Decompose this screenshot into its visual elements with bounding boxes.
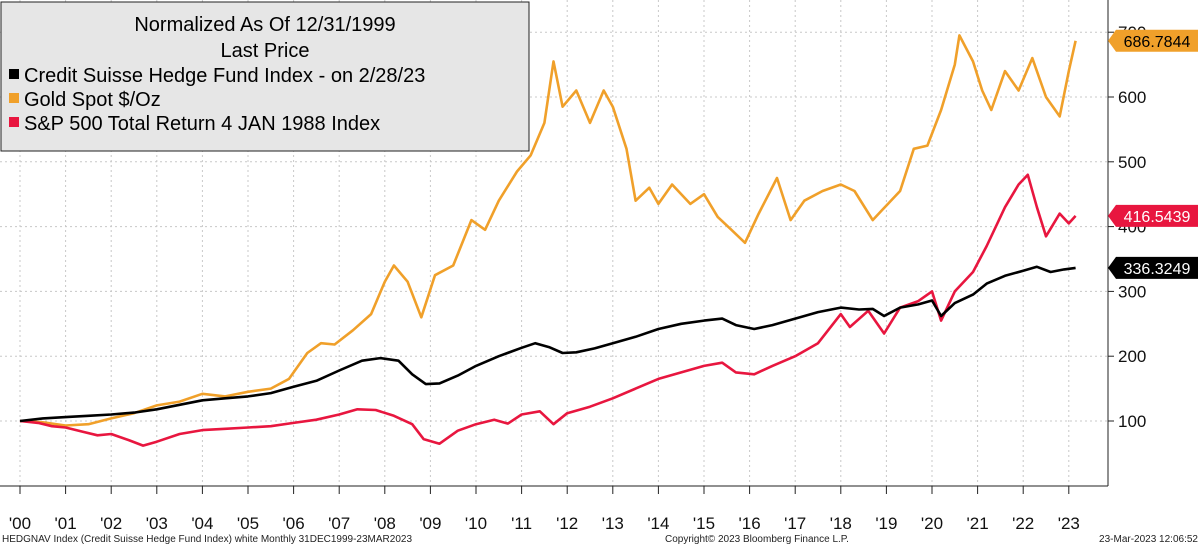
- footer-timestamp: 23-Mar-2023 12:06:52: [1099, 534, 1198, 545]
- x-tick-label: '17: [784, 514, 806, 533]
- last-value-tag-bg: [1108, 29, 1198, 52]
- legend-entries: Credit Suisse Hedge Fund Index - on 2/28…: [9, 65, 425, 135]
- legend-entry-label: Credit Suisse Hedge Fund Index - on 2/28…: [24, 65, 425, 87]
- legend-box: [0, 1, 530, 152]
- x-tick-label: '12: [556, 514, 578, 533]
- x-tick-label: '19: [875, 514, 897, 533]
- y-tick-label: 500: [1118, 153, 1146, 172]
- legend-subtitle: Last Price: [221, 40, 310, 62]
- series-line-1: [19, 34, 1077, 427]
- x-tick-label: '10: [465, 514, 487, 533]
- x-tick-label: '01: [55, 514, 77, 533]
- footer-source: HEDGNAV Index (Credit Suisse Hedge Fund …: [2, 534, 412, 545]
- series-line-0: [19, 265, 1076, 423]
- y-axis-ticks: 100200300400500600700: [1108, 23, 1146, 431]
- x-tick-label: '02: [100, 514, 122, 533]
- x-tick-label: '04: [191, 514, 213, 533]
- x-tick-label: '06: [283, 514, 305, 533]
- last-value-tag-bg: [1108, 204, 1198, 227]
- x-tick-label: '22: [1012, 514, 1034, 533]
- footer: HEDGNAV Index (Credit Suisse Hedge Fund …: [2, 534, 1198, 545]
- legend-swatch: [9, 93, 19, 103]
- last-value-tag-2: 416.5439: [1108, 204, 1198, 227]
- x-tick-label: '11: [511, 514, 532, 533]
- x-tick-label: '18: [830, 514, 852, 533]
- x-tick-label: '20: [921, 514, 943, 533]
- x-tick-label: '23: [1058, 514, 1080, 533]
- series-line-2: [19, 173, 1077, 447]
- last-value-tag-bg: [1108, 256, 1198, 279]
- legend-entry-label: Gold Spot $/Oz: [24, 89, 161, 111]
- axes: [0, 0, 1109, 487]
- x-tick-label: '07: [328, 514, 350, 533]
- series-layer: [19, 34, 1077, 447]
- x-tick-label: '15: [693, 514, 715, 533]
- y-tick-label: 600: [1118, 88, 1146, 107]
- legend: Normalized As Of 12/31/1999 Last Price C…: [0, 1, 530, 152]
- x-tick-label: '00: [9, 514, 31, 533]
- y-tick-label: 300: [1118, 282, 1146, 301]
- last-value-tags: 336.3249 686.7844 416.5439: [1108, 29, 1198, 279]
- legend-swatch: [9, 69, 19, 79]
- legend-entry-label: S&P 500 Total Return 4 JAN 1988 Index: [24, 113, 380, 135]
- footer-copyright: Copyright© 2023 Bloomberg Finance L.P.: [665, 534, 849, 545]
- last-value-tag-text: 336.3249: [1124, 261, 1191, 278]
- last-value-tag-text: 416.5439: [1124, 209, 1191, 226]
- last-value-tag-1: 686.7844: [1108, 29, 1198, 52]
- x-tick-label: '09: [419, 514, 441, 533]
- x-tick-label: '08: [374, 514, 396, 533]
- y-tick-label: 100: [1118, 412, 1146, 431]
- x-tick-label: '16: [739, 514, 761, 533]
- x-tick-label: '13: [602, 514, 624, 533]
- last-value-tag-text: 686.7844: [1124, 34, 1191, 51]
- x-tick-label: '14: [647, 514, 669, 533]
- x-tick-label: '21: [967, 514, 989, 533]
- legend-title: Normalized As Of 12/31/1999: [134, 14, 395, 36]
- x-tick-label: '03: [146, 514, 168, 533]
- x-tick-label: '05: [237, 514, 259, 533]
- y-tick-label: 200: [1118, 347, 1146, 366]
- last-value-tag-0: 336.3249: [1108, 256, 1198, 279]
- x-axis-ticks: '00 '01 '02 '03 '04 '05 '06 '07 '08 '09 '10 '11 '12 '…: [9, 486, 1080, 533]
- legend-swatch: [9, 117, 19, 127]
